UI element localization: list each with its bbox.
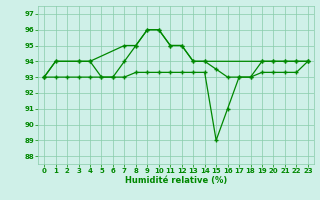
X-axis label: Humidité relative (%): Humidité relative (%) [125,176,227,185]
